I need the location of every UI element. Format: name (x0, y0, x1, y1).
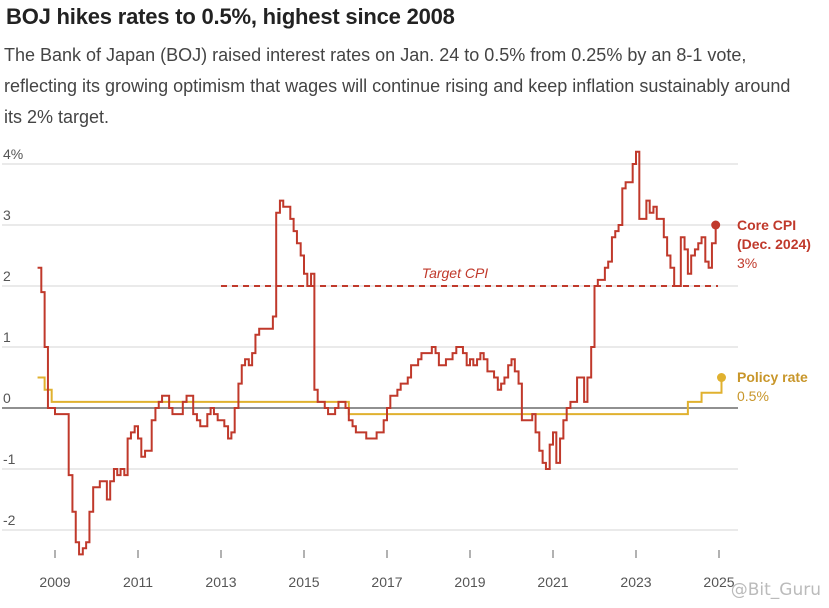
core-cpi-value-label: 3% (737, 255, 757, 271)
y-tick-label: 4% (3, 146, 23, 162)
core-cpi-line (37, 150, 717, 556)
y-tick-label: 2 (3, 268, 11, 284)
chart-title: BOJ hikes rates to 0.5%, highest since 2… (6, 4, 455, 29)
y-tick-label: 3 (3, 207, 11, 223)
x-tick-label: 2013 (205, 574, 236, 590)
policy-rate-label: Policy rate (737, 369, 808, 385)
x-tick-label: 2021 (537, 574, 568, 590)
policy-rate-line (37, 376, 723, 416)
y-tick-label: 0 (3, 390, 11, 406)
series-layer (37, 150, 726, 556)
core-cpi-date-label: (Dec. 2024) (737, 236, 811, 252)
y-tick-label: -1 (3, 451, 16, 467)
core-cpi-label: Core CPI (737, 217, 796, 233)
core-cpi-end-point (711, 220, 721, 230)
x-tick-label: 2009 (39, 574, 70, 590)
policy-rate-end-point (716, 373, 726, 382)
target-cpi-label: Target CPI (422, 265, 489, 281)
x-tick-label: 2017 (371, 574, 402, 590)
x-tick-label: 2023 (620, 574, 651, 590)
y-tick-label: -2 (3, 512, 16, 528)
x-tick-label: 2025 (703, 574, 734, 590)
y-tick-label: 1 (3, 329, 11, 345)
watermark: @Bit_Guru (730, 580, 821, 600)
x-tick-label: 2011 (123, 574, 153, 590)
grid-layer (2, 163, 738, 558)
x-tick-label: 2015 (288, 574, 319, 590)
x-tick-label: 2019 (454, 574, 485, 590)
policy-rate-value-label: 0.5% (737, 388, 769, 404)
label-layer: 4% 3 2 1 0 -1 -2 2009 2011 2013 2015 2017 2019 2021 20… (3, 146, 811, 590)
chart-subtitle: The Bank of Japan (BOJ) raised interest … (4, 45, 791, 127)
